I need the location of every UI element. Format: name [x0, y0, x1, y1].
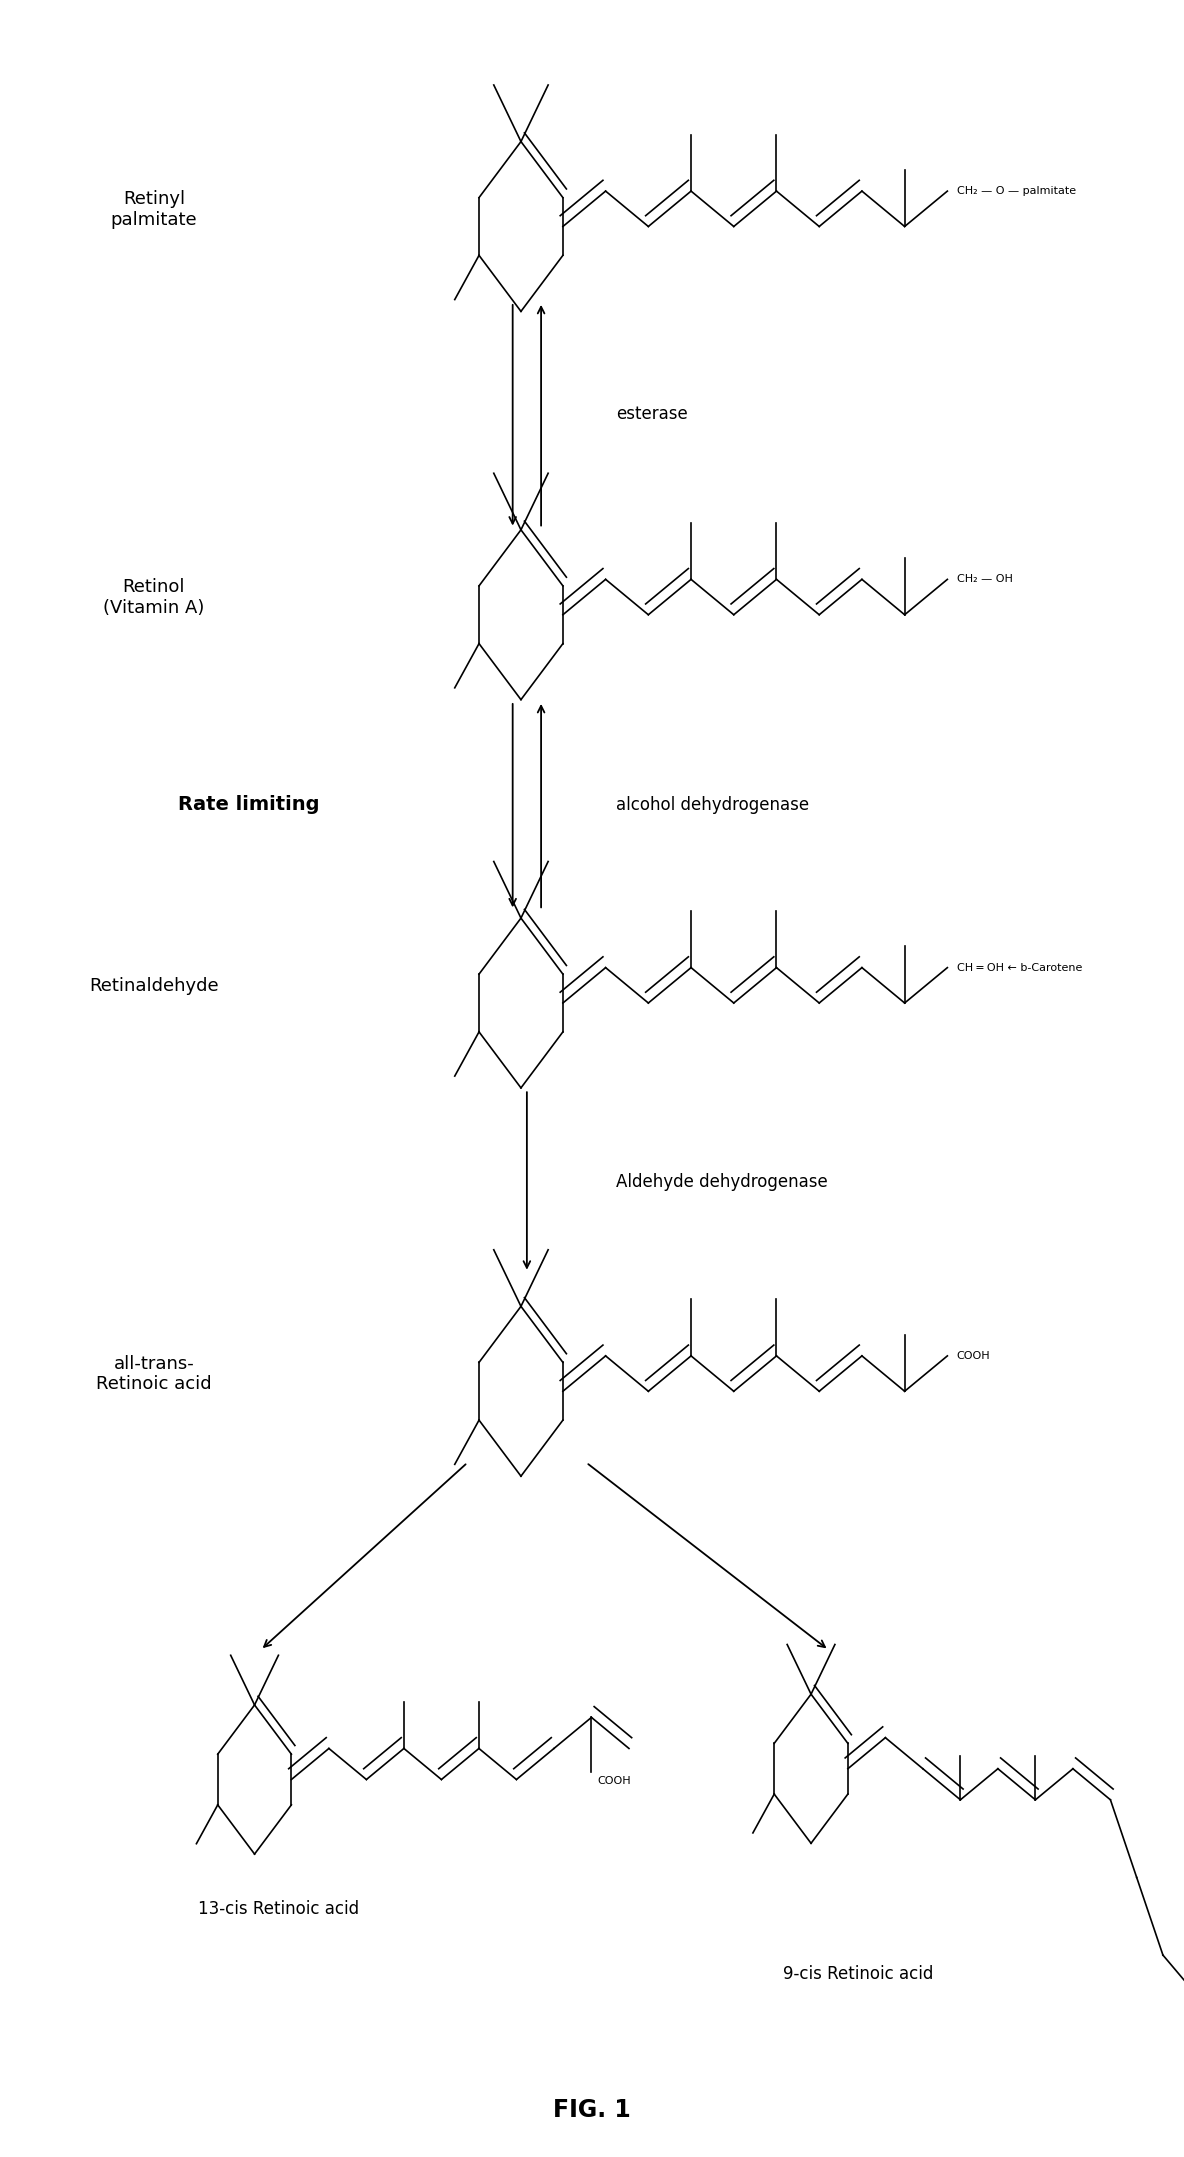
Text: 13-cis Retinoic acid: 13-cis Retinoic acid: [198, 1900, 359, 1918]
Text: Retinyl
palmitate: Retinyl palmitate: [110, 190, 198, 229]
Text: COOH: COOH: [957, 1350, 991, 1361]
Text: Retinaldehyde: Retinaldehyde: [89, 977, 219, 994]
Text: COOH: COOH: [598, 1777, 631, 1786]
Text: CH₂ — OH: CH₂ — OH: [957, 574, 1012, 585]
Text: 9-cis Retinoic acid: 9-cis Retinoic acid: [783, 1965, 934, 1982]
Text: esterase: esterase: [616, 406, 688, 423]
Text: alcohol dehydrogenase: alcohol dehydrogenase: [616, 796, 809, 813]
Text: Aldehyde dehydrogenase: Aldehyde dehydrogenase: [616, 1173, 828, 1191]
Text: CH₂ — O — palmitate: CH₂ — O — palmitate: [957, 186, 1076, 196]
Text: Rate limiting: Rate limiting: [178, 796, 320, 813]
Text: Retinol
(Vitamin A): Retinol (Vitamin A): [103, 578, 205, 617]
Text: CH ═ OH ← b-Carotene: CH ═ OH ← b-Carotene: [957, 962, 1082, 973]
Text: all-trans-
Retinoic acid: all-trans- Retinoic acid: [96, 1355, 212, 1393]
Text: FIG. 1: FIG. 1: [553, 2097, 631, 2122]
